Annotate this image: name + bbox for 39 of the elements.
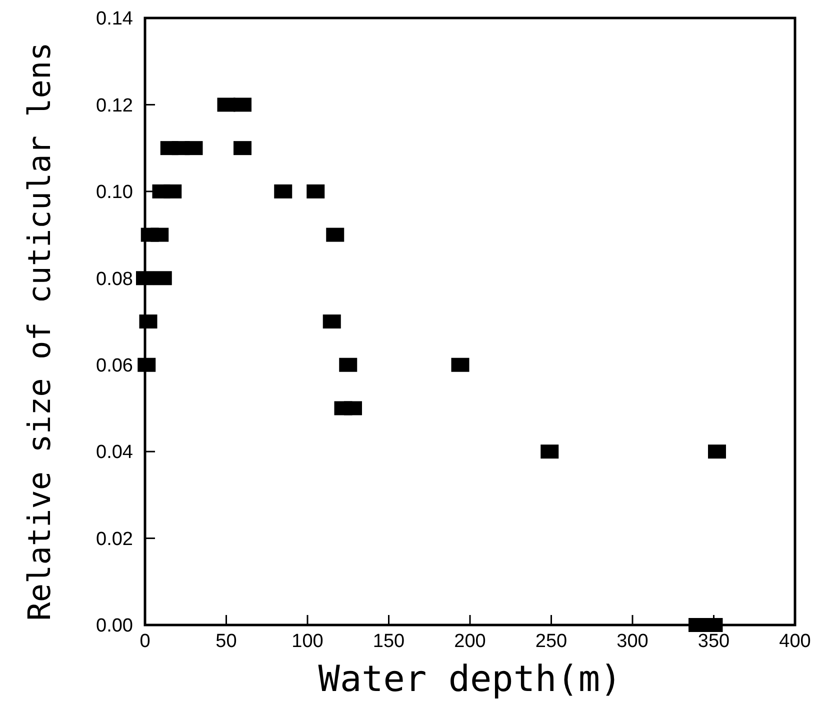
y-axis-title: Relative size of cuticular lens [22,42,58,621]
point [234,141,252,156]
point [184,141,203,156]
x-tick-label: 0 [140,631,150,652]
point [326,228,344,242]
x-tick-label: 100 [292,631,324,652]
point [451,358,470,372]
point [306,184,325,198]
y-tick-label: 0.04 [96,442,134,464]
point [322,314,341,328]
point [540,444,559,459]
x-tick-label: 200 [454,631,486,652]
y-tick-label: 0.02 [96,528,133,550]
point [344,401,362,416]
point [136,271,154,286]
point [150,228,169,242]
y-tick-label: 0.12 [96,95,133,116]
point [234,98,252,112]
y-tick-label: 0.00 [96,616,133,637]
point [339,358,358,372]
point [704,618,723,632]
point [139,314,158,328]
y-tick-label: 0.14 [96,8,134,30]
point [708,444,726,459]
y-tick-label: 0.06 [96,356,133,377]
y-tick-label: 0.10 [96,182,133,204]
x-tick-label: 350 [698,631,730,652]
x-tick-label: 150 [372,631,405,652]
point [274,184,292,198]
point [154,271,172,286]
x-tick-label: 400 [779,631,811,652]
point [688,618,706,632]
point [164,184,182,198]
x-tick-label: 250 [535,631,568,652]
x-tick-label: 50 [216,631,237,652]
y-tick-label: 0.08 [96,268,133,290]
x-axis-title: Water depth(m) [318,659,622,700]
point [138,358,156,372]
x-tick-label: 300 [616,631,648,652]
